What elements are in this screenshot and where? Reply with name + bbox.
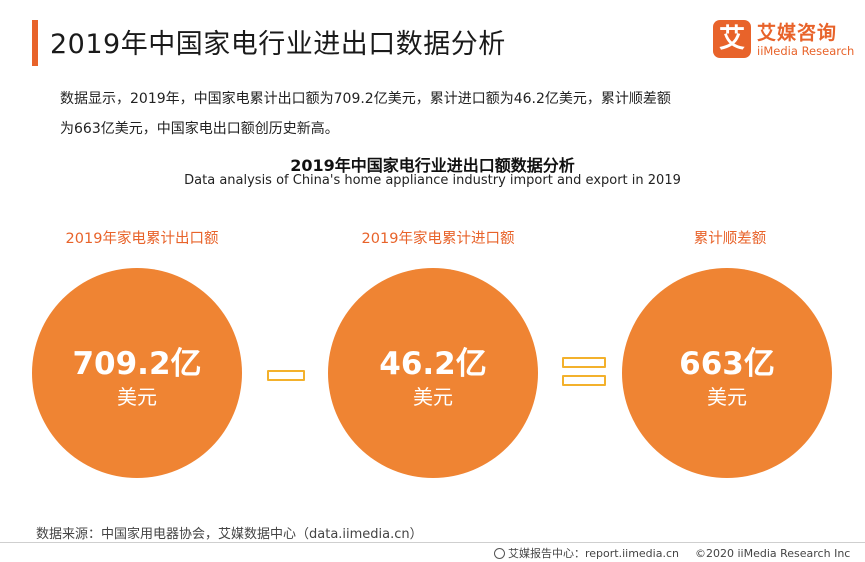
data-source: 数据来源：中国家用电器协会，艾媒数据中心（data.iimedia.cn） bbox=[36, 527, 423, 542]
minus-icon bbox=[267, 370, 305, 381]
equals-bar-top bbox=[562, 357, 606, 368]
equals-bar-bottom bbox=[562, 375, 606, 386]
logo-name-cn: 艾媒咨询 bbox=[757, 22, 838, 44]
footer-divider bbox=[0, 542, 865, 543]
surplus-label: 累计顺差额 bbox=[693, 231, 767, 247]
copyright: ©2020 iiMedia Research Inc bbox=[694, 547, 851, 560]
title-accent-bar bbox=[32, 20, 38, 66]
logo-name-en: iiMedia Research bbox=[757, 44, 855, 58]
export-label: 2019年家电累计出口额 bbox=[65, 231, 219, 247]
logo-mark-icon: 艾 bbox=[713, 20, 751, 58]
chart-title: 2019年中国家电行业进出口额数据分析 bbox=[290, 156, 575, 175]
export-circle: 709.2亿 美元 bbox=[32, 268, 242, 478]
surplus-circle: 663亿 美元 bbox=[622, 268, 832, 478]
import-label: 2019年家电累计进口额 bbox=[361, 231, 515, 247]
chart-subtitle: Data analysis of China's home appliance … bbox=[184, 173, 681, 188]
globe-icon bbox=[494, 548, 505, 559]
surplus-unit: 美元 bbox=[707, 385, 747, 409]
summary-text: 数据显示，2019年，中国家电累计出口额为709.2亿美元，累计进口额为46.2… bbox=[60, 84, 800, 144]
import-value: 46.2亿 bbox=[379, 346, 487, 382]
equals-icon bbox=[562, 357, 606, 387]
export-value: 709.2亿 bbox=[72, 346, 202, 382]
export-unit: 美元 bbox=[117, 385, 157, 409]
page-title: 2019年中国家电行业进出口数据分析 bbox=[50, 29, 506, 60]
summary-line-2: 为663亿美元，中国家电出口额创历史新高。 bbox=[60, 121, 339, 137]
summary-line-1: 数据显示，2019年，中国家电累计出口额为709.2亿美元，累计进口额为46.2… bbox=[60, 91, 671, 107]
footer: 艾媒报告中心：report.iimedia.cn ©2020 iiMedia Re… bbox=[494, 545, 850, 561]
report-center-link[interactable]: 艾媒报告中心：report.iimedia.cn bbox=[508, 547, 679, 560]
brand-logo: 艾 艾媒咨询 iiMedia Research bbox=[713, 18, 858, 64]
import-unit: 美元 bbox=[413, 385, 453, 409]
surplus-value: 663亿 bbox=[679, 346, 775, 382]
import-circle: 46.2亿 美元 bbox=[328, 268, 538, 478]
